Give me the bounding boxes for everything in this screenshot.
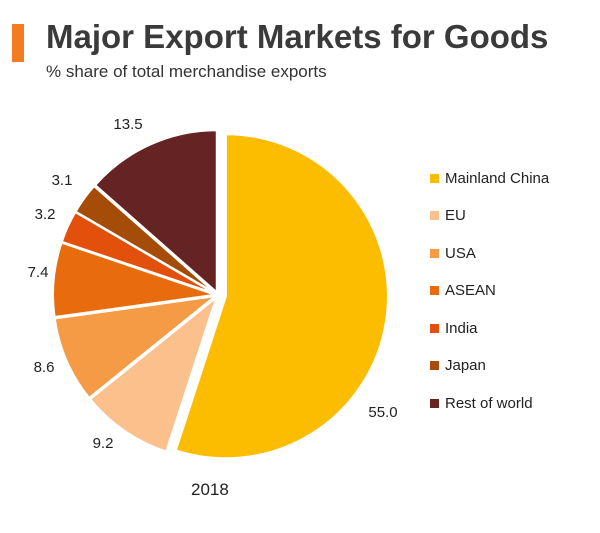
- data-label-usa: 8.6: [34, 359, 55, 376]
- legend-label: Japan: [445, 357, 486, 374]
- chart-caption: 2018: [191, 480, 229, 499]
- legend-swatch: [430, 286, 439, 295]
- legend-item-mainland-china: Mainland China: [430, 168, 549, 188]
- legend-swatch: [430, 211, 439, 220]
- legend-label: Mainland China: [445, 169, 550, 187]
- legend-label: Rest of world: [445, 394, 533, 412]
- pie-slice-japan: [74, 184, 217, 295]
- legend-swatch: [430, 173, 439, 183]
- legend-item-japan: Japan: [430, 356, 486, 376]
- legend-label: ASEAN: [445, 282, 496, 299]
- data-label-asean: 7.4: [28, 264, 49, 281]
- legend-swatch: [430, 323, 439, 333]
- pie-slice-rest-of-world: [93, 129, 218, 295]
- data-label-india: 3.2: [35, 206, 56, 223]
- page-subtitle: % share of total merchandise exports: [46, 62, 327, 81]
- legend-item-eu: EU: [430, 206, 466, 226]
- legend-item-rest-of-world: Rest of world: [430, 393, 533, 413]
- legend-label: USA: [445, 244, 476, 262]
- data-label-rest-of-world: 13.5: [113, 116, 142, 133]
- pie-slice-mainland-china: [174, 133, 389, 460]
- legend-item-usa: USA: [430, 243, 476, 263]
- data-label-eu: 9.2: [93, 435, 114, 452]
- legend-item-asean: ASEAN: [430, 281, 496, 301]
- legend-swatch: [430, 248, 439, 258]
- data-label-japan: 3.1: [52, 172, 73, 189]
- legend-label: EU: [445, 207, 466, 224]
- data-label-mainland-china: 55.0: [368, 404, 397, 421]
- legend-swatch: [430, 361, 439, 370]
- legend-item-india: India: [430, 318, 478, 338]
- legend-swatch: [430, 398, 439, 408]
- pie-slice-asean: [52, 241, 216, 319]
- pie-slice-usa: [53, 294, 219, 400]
- title-accent-bar: [12, 24, 24, 62]
- legend-label: India: [445, 319, 478, 337]
- pie-slice-eu: [88, 294, 219, 453]
- page-title: Major Export Markets for Goods: [46, 18, 549, 55]
